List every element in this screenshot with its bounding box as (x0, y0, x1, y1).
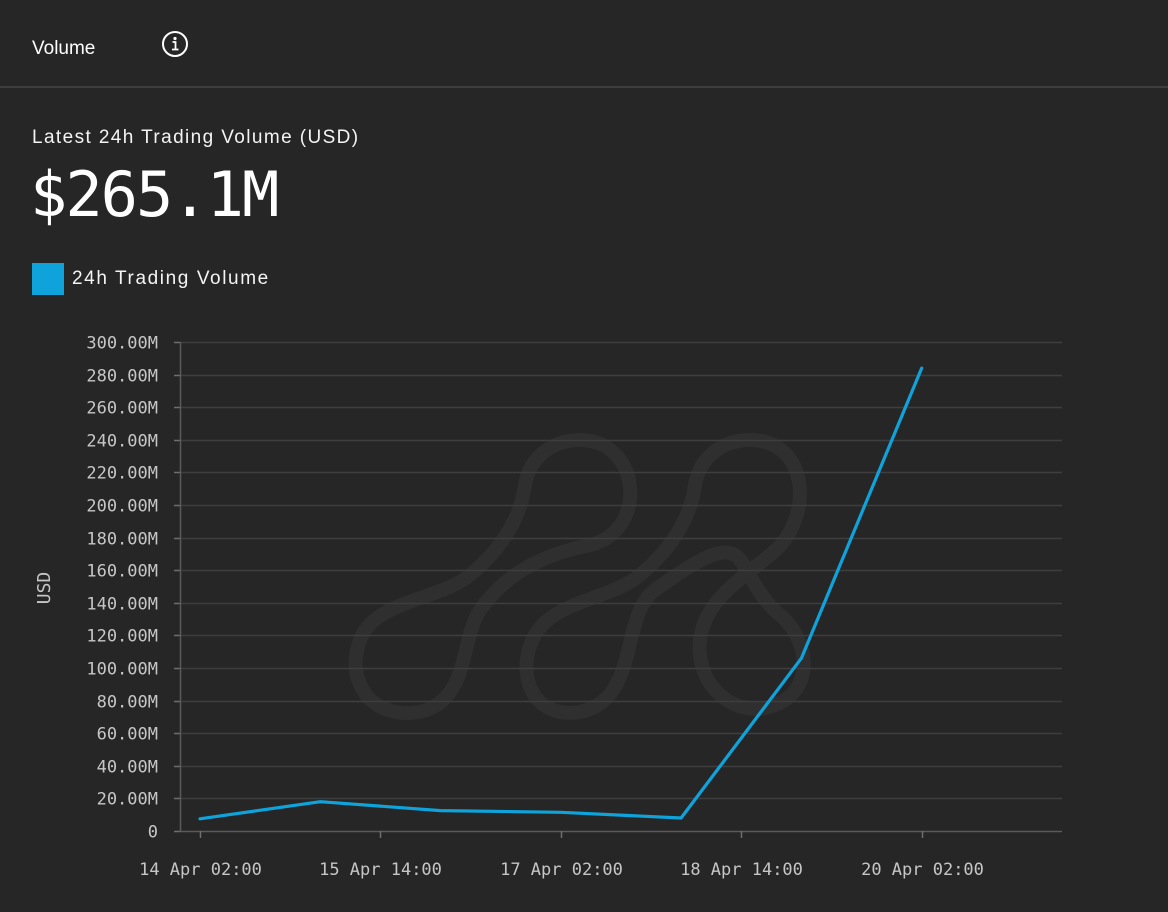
chart-gridlines (180, 341, 1062, 800)
x-tick-label: 18 Apr 14:00 (680, 860, 803, 880)
y-tick-label: 180.00M (86, 530, 158, 550)
y-tick-label: 0 (148, 823, 158, 843)
series-line (198, 366, 924, 821)
panel-header: Volume (0, 0, 1168, 88)
y-tick-label: 300.00M (86, 334, 158, 354)
y-axis-title: USD (34, 572, 55, 605)
y-tick-label: 80.00M (97, 693, 158, 713)
watermark-logo (348, 433, 811, 721)
y-tick-label: 220.00M (86, 464, 158, 484)
legend-swatch (32, 263, 64, 295)
metric-value: $265.1M (30, 158, 279, 231)
x-axis: 14 Apr 02:00 15 Apr 14:00 17 Apr 02:00 18 A… (139, 830, 1062, 880)
y-tick-label: 60.00M (97, 725, 158, 745)
y-tick-label: 260.00M (86, 399, 158, 419)
chart-series (198, 366, 924, 821)
y-tick-label: 100.00M (86, 660, 158, 680)
y-tick-label: 200.00M (86, 497, 158, 517)
info-icon[interactable] (161, 30, 189, 58)
legend-label: 24h Trading Volume (72, 268, 270, 289)
y-tick-label: 140.00M (86, 595, 158, 615)
x-tick-label: 14 Apr 02:00 (139, 860, 262, 880)
y-tick-label: 40.00M (97, 758, 158, 778)
metric-label: Latest 24h Trading Volume (USD) (32, 127, 360, 148)
chart-legend[interactable]: 24h Trading Volume (32, 263, 270, 295)
y-axis: 0 20.00M 40.00M 60.00M 80.00M 100.00M 120.00M 1… (86, 334, 182, 843)
x-tick-label: 20 Apr 02:00 (861, 860, 984, 880)
y-tick-label: 240.00M (86, 432, 158, 452)
x-tick-label: 15 Apr 14:00 (319, 860, 442, 880)
panel-title: Volume (32, 38, 96, 59)
x-tick-label: 17 Apr 02:00 (500, 860, 623, 880)
y-tick-label: 20.00M (97, 790, 158, 810)
y-tick-label: 280.00M (86, 367, 158, 387)
y-tick-label: 160.00M (86, 562, 158, 582)
y-tick-label: 120.00M (86, 627, 158, 647)
